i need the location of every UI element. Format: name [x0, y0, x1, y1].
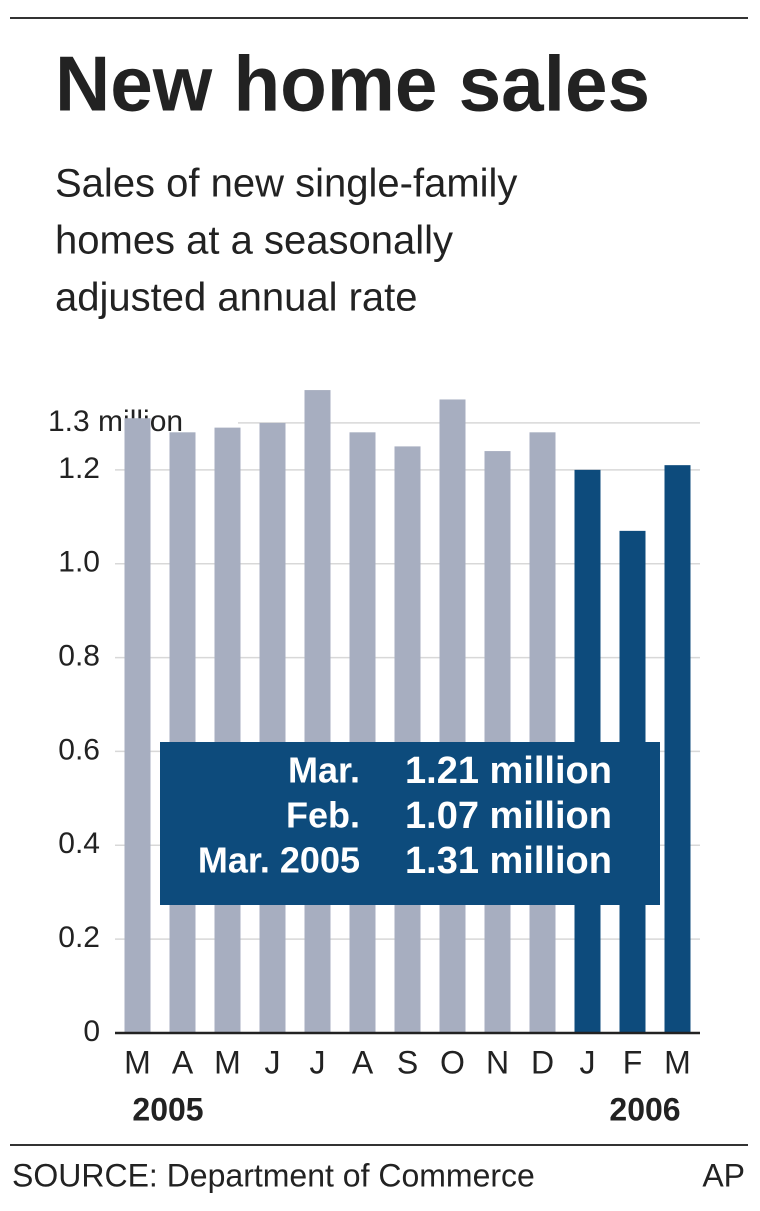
annotation-label: Feb. [286, 795, 360, 836]
bar [124, 418, 151, 1033]
bar [349, 432, 376, 1033]
x-tick-label: O [440, 1044, 465, 1080]
bar [304, 390, 331, 1033]
x-tick-label: F [623, 1044, 643, 1080]
x-group-label: 2005 [132, 1091, 203, 1127]
x-tick-label: M [214, 1044, 241, 1080]
bar [664, 465, 691, 1033]
y-tick-label: 1.2 [58, 452, 100, 485]
x-tick-label: D [531, 1044, 554, 1080]
bar [214, 427, 241, 1033]
x-tick-label: M [124, 1044, 151, 1080]
x-tick-label: A [352, 1044, 374, 1080]
x-group-label: 2006 [609, 1091, 680, 1127]
y-tick-label: 0.2 [58, 921, 100, 954]
bar [259, 422, 286, 1033]
chart-title: New home sales [55, 40, 650, 128]
x-tick-label: S [397, 1044, 418, 1080]
y-tick-label: 1.0 [58, 546, 100, 579]
annotation-value: 1.31 million [405, 840, 612, 882]
x-tick-label: N [486, 1044, 509, 1080]
y-tick-label: 0.4 [58, 827, 100, 860]
annotation-value: 1.21 million [405, 750, 612, 792]
y-tick-label: 1.3 million [48, 405, 183, 438]
source: SOURCE: Department of Commerce [12, 1157, 535, 1193]
x-tick-label: J [310, 1044, 326, 1080]
bar [439, 399, 466, 1033]
x-tick-label: J [265, 1044, 281, 1080]
annotation-value: 1.07 million [405, 795, 612, 837]
subtitle: Sales of new single-family [55, 162, 517, 206]
bar [169, 432, 196, 1033]
y-tick-label: 0.8 [58, 639, 100, 672]
x-tick-label: M [664, 1044, 691, 1080]
credit: AP [702, 1157, 745, 1193]
subtitle: adjusted annual rate [55, 276, 418, 320]
y-tick-label: 0.6 [58, 733, 100, 766]
annotation-label: Mar. 2005 [198, 840, 360, 881]
x-tick-label: J [580, 1044, 596, 1080]
annotation-box [160, 742, 660, 905]
bar [394, 446, 421, 1034]
subtitle: homes at a seasonally [55, 219, 453, 263]
annotation-label: Mar. [288, 750, 360, 791]
y-tick-label: 0 [83, 1015, 100, 1048]
bar [529, 432, 556, 1033]
x-tick-label: A [172, 1044, 194, 1080]
